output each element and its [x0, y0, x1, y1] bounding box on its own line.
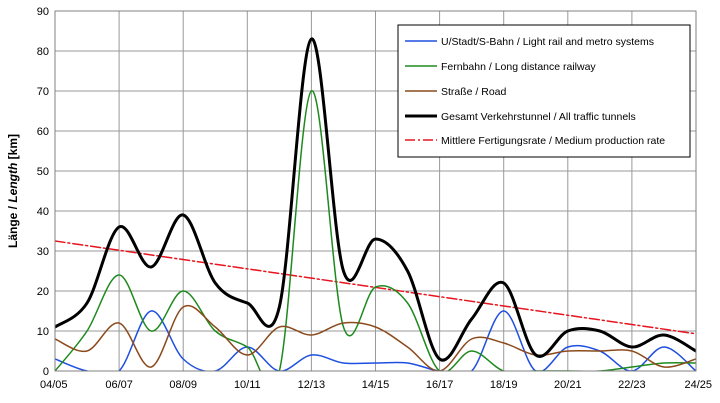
legend-label: Fernbahn / Long distance railway: [441, 61, 596, 73]
plot-frame: [54, 10, 697, 372]
x-tick-label: 12/13: [298, 379, 326, 391]
y-tick-label: 90: [37, 6, 49, 18]
y-tick-label: 10: [37, 326, 49, 338]
legend-box: [397, 24, 691, 158]
x-tick-label: 18/19: [490, 379, 518, 391]
legend: U/Stadt/S-Bahn / Light rail and metro sy…: [397, 24, 691, 158]
x-tick-label: 10/11: [234, 379, 261, 391]
series-lines: [55, 37, 696, 371]
x-tick-label: 24/25: [684, 379, 712, 391]
x-tick-label: 06/07: [105, 379, 133, 391]
x-tick-label: 08/09: [169, 379, 197, 391]
y-tick-labels: 0 10 20 30 40 50 60 70 80 90: [37, 6, 49, 378]
grid: [55, 11, 696, 371]
y-tick-label: 40: [37, 206, 49, 218]
series-line-2: [55, 90, 696, 371]
legend-label: Gesamt Verkehrstunnel / All traffic tunn…: [441, 111, 636, 123]
legend-label: U/Stadt/S-Bahn / Light rail and metro sy…: [441, 36, 654, 48]
series-line-1: [55, 310, 696, 371]
x-tick-label: 04/05: [40, 379, 68, 391]
y-tick-label: 80: [37, 46, 49, 58]
y-tick-label: 30: [37, 246, 49, 258]
y-axis-label: Länge / Length [km]: [6, 134, 20, 248]
x-tick-label: 20/21: [554, 379, 582, 391]
y-tick-label: 0: [43, 366, 49, 378]
series-line-3: [55, 304, 696, 371]
x-tick-label: 22/23: [618, 379, 646, 391]
series-line-4: [55, 37, 696, 362]
y-tick-label: 70: [37, 86, 49, 98]
legend-label: Mittlere Fertigungsrate / Medium product…: [441, 135, 665, 147]
x-tick-label: 16/17: [426, 379, 454, 391]
y-tick-label: 50: [37, 166, 49, 178]
x-tick-label: 14/15: [362, 379, 390, 391]
legend-label: Straße / Road: [441, 86, 507, 98]
x-tick-labels: 04/05 06/07 08/09 10/11 12/13 14/15 16/17 18/19…: [40, 379, 712, 391]
y-tick-label: 20: [37, 286, 49, 298]
y-tick-label: 60: [37, 126, 49, 138]
